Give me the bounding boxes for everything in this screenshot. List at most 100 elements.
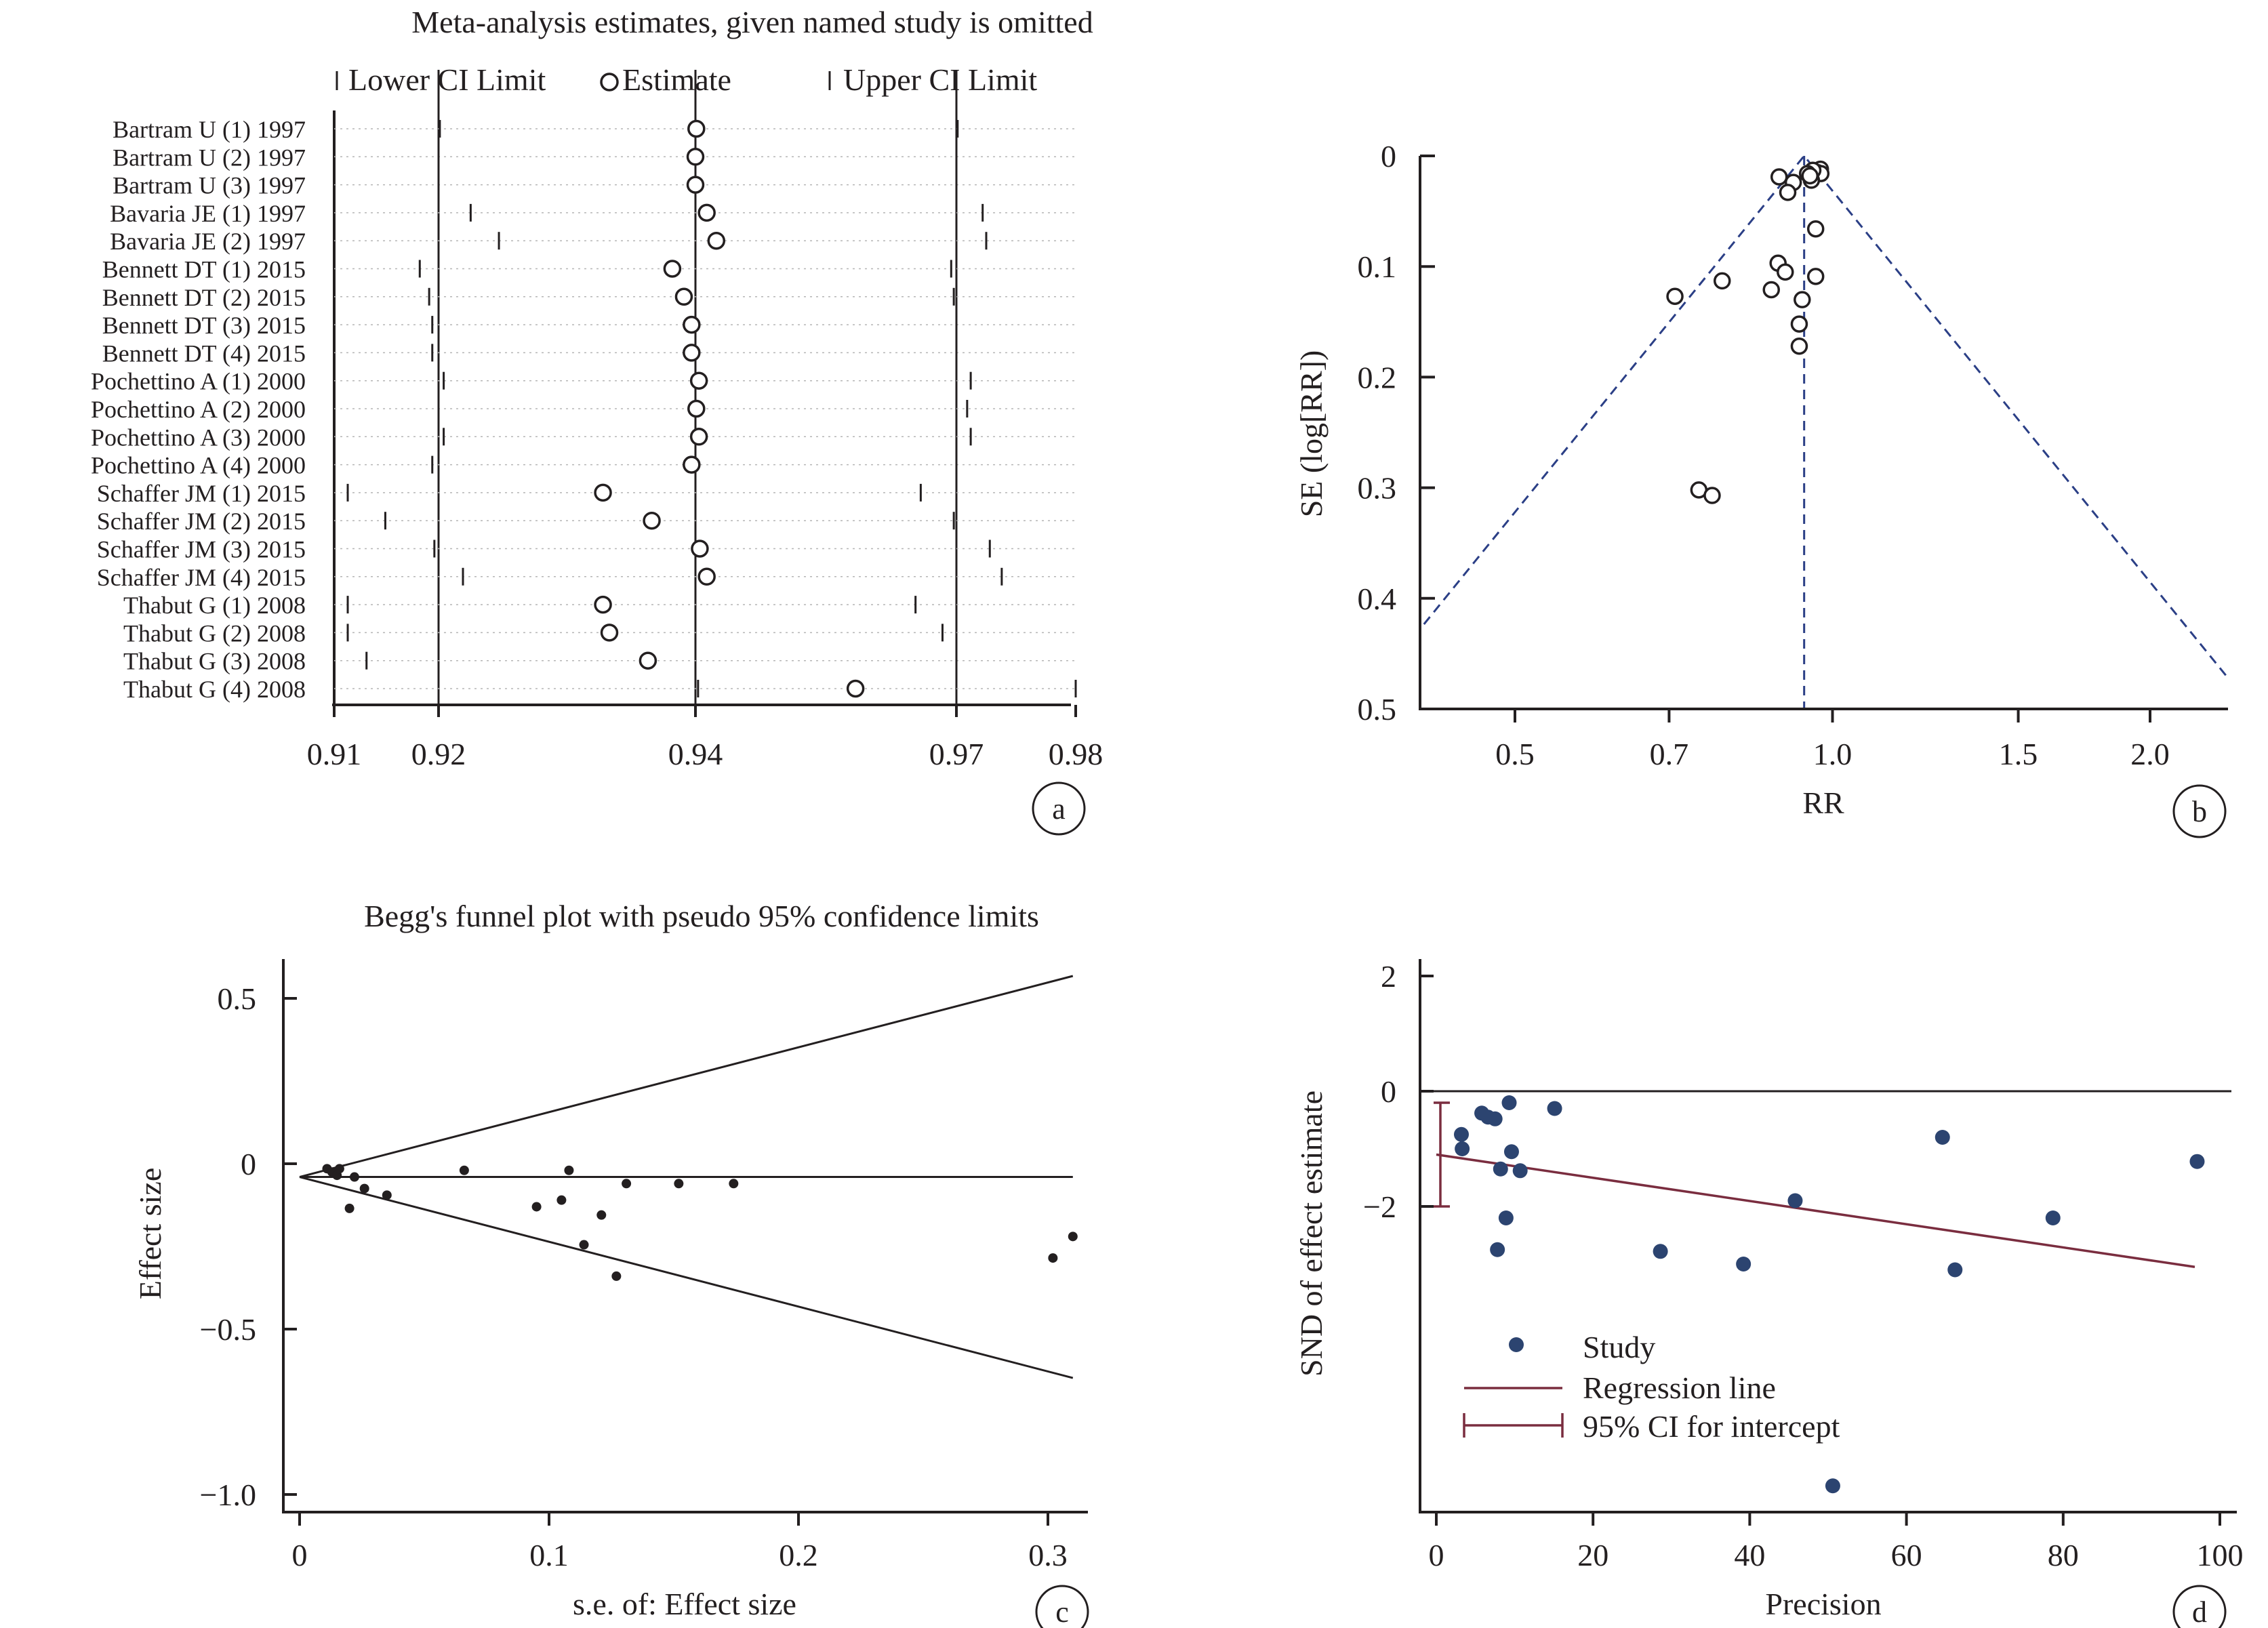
y-tick-label: 0: [241, 1147, 256, 1181]
study-estimate: [639, 651, 657, 670]
study-point: [2045, 1210, 2061, 1225]
panel-a-badge-circle: [1032, 781, 1086, 836]
funnel-point: [1666, 287, 1684, 306]
panel-b-points: [1666, 160, 1830, 504]
study-estimate: [687, 399, 706, 418]
study-estimate: [686, 176, 705, 194]
panel-d-y-label: SND of effect estimate: [1294, 1091, 1329, 1377]
x-tick-label: 100: [2197, 1538, 2244, 1572]
study-label: Bennett DT (3) 2015: [102, 312, 306, 339]
study-estimate: [683, 344, 701, 362]
x-tick-label: 0: [1429, 1538, 1444, 1572]
study-estimate: [643, 511, 661, 530]
legend-estimate-label: Estimate: [622, 62, 731, 97]
y-tick-label: 0.2: [1358, 360, 1397, 394]
panel-c-badge-circle: [1035, 1585, 1089, 1628]
panel-b-plot-area: [1420, 154, 2228, 708]
study-label: Pochettino A (4) 2000: [91, 452, 306, 479]
panel-a-badge: a: [1032, 781, 1086, 836]
panel-b-badge-circle: [2172, 784, 2227, 838]
panel-b-funnel-plot: 0 0.1 0.2 0.3 0.4 0.5 0.5 0.7 1.0 1.5 2.0 RR SE (l…: [1294, 139, 2228, 838]
study-point: [729, 1179, 739, 1189]
study-point: [334, 1164, 344, 1174]
x-tick-label: 1.0: [1813, 737, 1852, 771]
study-estimate: [707, 231, 726, 250]
y-tick-label: 0.1: [1358, 249, 1397, 284]
study-label: Bennett DT (4) 2015: [102, 340, 306, 367]
study-point: [1493, 1161, 1508, 1177]
study-point: [1503, 1144, 1519, 1160]
x-tick-label: 0: [292, 1538, 308, 1572]
funnel-point: [1790, 315, 1808, 333]
study-point: [1490, 1242, 1505, 1257]
panel-b-badge-label: b: [2192, 795, 2207, 828]
panel-b-y-label: SE (log[RR]): [1294, 350, 1329, 518]
study-point: [1787, 1193, 1803, 1208]
panel-a-legend: Lower CI Limit Estimate Upper CI Limit: [336, 62, 1037, 97]
x-tick-label: 60: [1891, 1538, 1922, 1572]
x-tick-label: 0.98: [1049, 737, 1103, 771]
panel-a-sensitivity-plot: Meta-analysis estimates, given named stu…: [91, 5, 1103, 836]
study-estimate: [846, 679, 865, 698]
study-point: [359, 1183, 369, 1194]
study-label: Schaffer JM (1) 2015: [97, 480, 306, 507]
study-label: Bavaria JE (1) 1997: [110, 200, 306, 227]
panel-d-legend: Study Regression line 95% CI for interce…: [1463, 1330, 1840, 1444]
y-tick-label: 0: [1381, 139, 1396, 174]
study-estimate: [663, 260, 682, 278]
study-point: [531, 1202, 542, 1212]
legend-regression-label: Regression line: [1583, 1370, 1776, 1405]
panel-c-badge-label: c: [1055, 1595, 1069, 1628]
study-label: Schaffer JM (4) 2015: [97, 564, 306, 591]
panel-a-x-ticks: 0.91 0.92 0.94 0.97 0.98: [307, 705, 1103, 771]
study-point: [344, 1203, 355, 1213]
study-estimate: [594, 595, 612, 614]
study-point: [622, 1179, 632, 1189]
study-point: [1736, 1257, 1751, 1271]
x-tick-label: 0.92: [411, 737, 466, 771]
funnel-point: [1790, 337, 1808, 355]
y-tick-label: −2: [1363, 1189, 1396, 1224]
study-label: Thabut G (4) 2008: [123, 676, 306, 703]
funnel-point: [1779, 184, 1797, 201]
panel-a-title: Meta-analysis estimates, given named stu…: [411, 5, 1093, 39]
x-tick-label: 40: [1734, 1538, 1765, 1572]
study-estimate: [697, 567, 716, 586]
study-point: [459, 1165, 469, 1175]
study-point: [1501, 1095, 1517, 1110]
study-label: Pochettino A (2) 2000: [91, 396, 306, 423]
study-point: [1048, 1253, 1058, 1263]
y-tick-label: −1.0: [200, 1478, 256, 1512]
study-point: [349, 1172, 359, 1182]
study-label: Bennett DT (1) 2015: [102, 256, 306, 283]
x-tick-label: 1.5: [1999, 737, 2038, 771]
funnel-point: [1777, 263, 1794, 281]
x-tick-label: 0.7: [1650, 737, 1689, 771]
study-point: [1068, 1232, 1078, 1242]
study-label: Bartram U (2) 1997: [113, 144, 306, 171]
study-estimate: [674, 287, 693, 306]
study-label: Bartram U (1) 1997: [113, 116, 306, 143]
x-tick-label: 0.3: [1028, 1538, 1068, 1572]
study-label: Pochettino A (1) 2000: [91, 368, 306, 395]
panel-d-badge-label: d: [2192, 1595, 2207, 1628]
study-estimate: [691, 540, 709, 558]
panel-b-confidence-funnel: [1420, 154, 2228, 680]
study-label: Schaffer JM (2) 2015: [97, 508, 306, 535]
study-point: [1547, 1101, 1562, 1116]
panel-c-title: Begg's funnel plot with pseudo 95% confi…: [364, 899, 1039, 933]
regression-line: [1436, 1153, 2195, 1268]
study-label: Thabut G (3) 2008: [123, 648, 306, 675]
study-label: Bennett DT (2) 2015: [102, 284, 306, 311]
study-point: [382, 1190, 392, 1200]
y-tick-label: 2: [1381, 959, 1396, 994]
y-tick-label: 0.5: [218, 981, 257, 1016]
study-estimate: [683, 315, 701, 334]
legend-lower-label: Lower CI Limit: [348, 62, 546, 97]
study-estimate: [689, 371, 708, 390]
study-label: Bartram U (3) 1997: [113, 172, 306, 199]
study-label: Thabut G (1) 2008: [123, 592, 306, 619]
panel-c-y-label: Effect size: [133, 1168, 167, 1300]
study-point: [1498, 1210, 1514, 1225]
legend-upper-label: Upper CI Limit: [843, 62, 1037, 97]
